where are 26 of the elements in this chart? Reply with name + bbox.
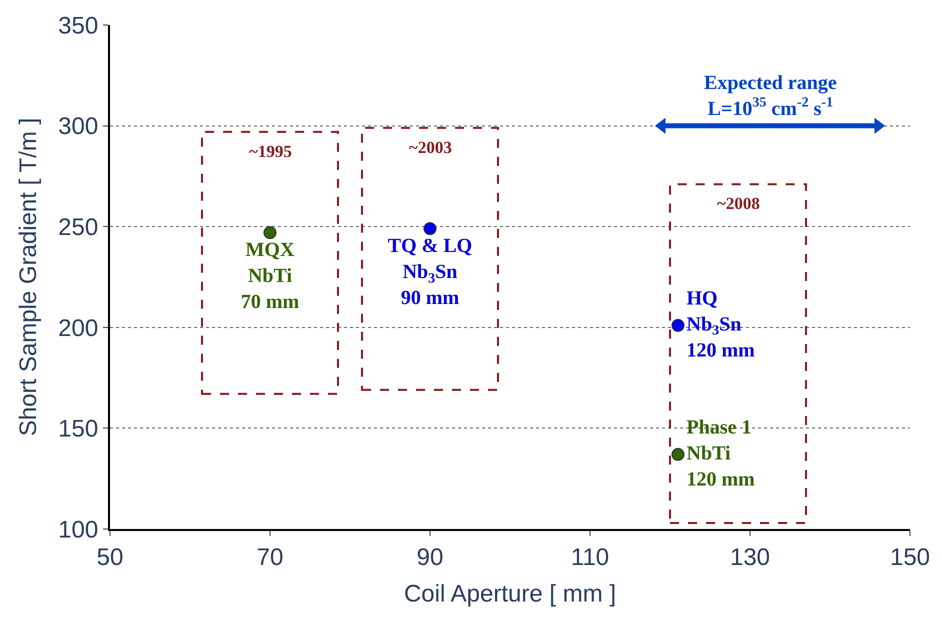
y-axis-title: Short Sample Gradient [ T/m ] — [14, 118, 42, 436]
series-label: MQX NbTi 70 mm — [240, 239, 300, 314]
x-tick-label: 110 — [570, 544, 610, 571]
y-tick-label: 350 — [58, 12, 98, 40]
x-tick-label: 130 — [730, 544, 770, 571]
series-label: HQ Nb$_{3}$Sn 120 mm — [686, 287, 756, 362]
y-tick-label: 150 — [58, 416, 98, 443]
point — [424, 222, 436, 236]
y-tick-label: 200 — [58, 314, 98, 342]
point — [672, 448, 684, 461]
y-tick-label: 100 — [58, 516, 98, 544]
x-tick-label: 50 — [96, 544, 124, 571]
annotation: ~2008 — [717, 194, 760, 213]
x-tick-label: 70 — [256, 544, 284, 571]
series-label: Phase 1 NbTi 120 mm — [686, 416, 756, 490]
series-label: Expected range L=10$^{35}$ cm$^{-2}$ s$^{-1}$ — [704, 72, 837, 120]
annotation: ~2003 — [409, 138, 452, 157]
y-tick-label: 250 — [58, 214, 98, 241]
point — [264, 226, 276, 240]
x-tick-label: 90 — [416, 544, 444, 571]
series-label: TQ & LQ Nb$_{3}$Sn 90 mm — [388, 235, 472, 310]
point — [672, 318, 684, 332]
x-tick-label: 150 — [890, 544, 930, 571]
annotation: ~1995 — [249, 142, 292, 161]
y-tick-label: 300 — [58, 113, 98, 140]
x-axis-title: Coil Aperture [ mm ] — [404, 580, 616, 608]
